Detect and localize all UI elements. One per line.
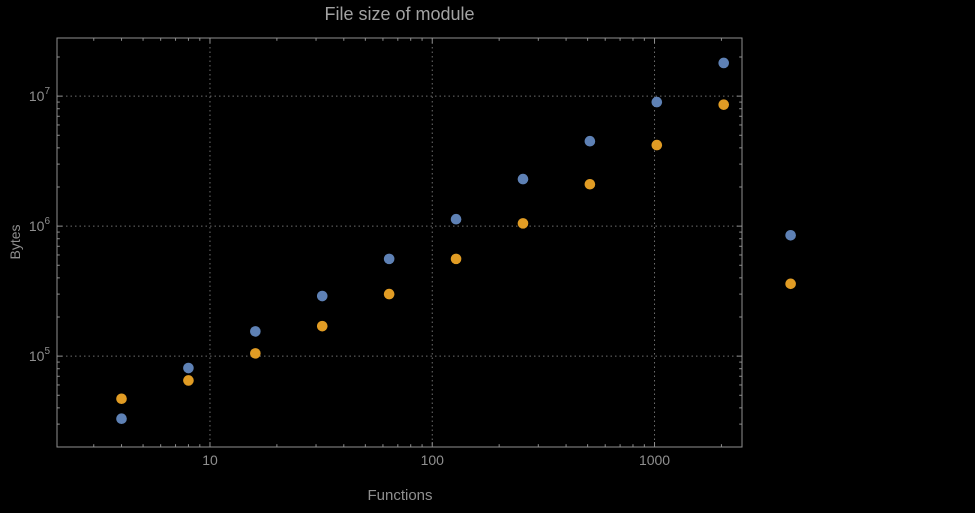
data-point-series-2-x128 — [450, 253, 462, 265]
data-point-series-2-x8 — [183, 375, 194, 386]
data-point-series-1-x32 — [316, 290, 328, 302]
y-tick-label: 105 — [29, 346, 51, 364]
y-axis-label: Bytes — [7, 224, 23, 260]
x-tick-label: 1000 — [639, 452, 670, 468]
data-point-series-2-x1024 — [651, 139, 663, 151]
data-point-series-1-x8 — [183, 362, 194, 374]
data-point-series-2-x4096 — [785, 278, 796, 290]
data-point-series-1-x2048 — [718, 57, 730, 69]
data-point-series-2-x64 — [383, 288, 395, 300]
data-point-series-1-x16 — [250, 326, 261, 337]
data-point-series-2-x4 — [116, 393, 127, 405]
x-axis-label: Functions — [367, 487, 433, 504]
data-point-series-2-x2048 — [718, 99, 730, 110]
data-point-series-1-x4 — [116, 413, 127, 425]
y-tick-label: 107 — [29, 86, 51, 104]
data-point-series-2-x16 — [250, 348, 261, 359]
x-tick-label: 100 — [421, 452, 445, 468]
data-point-series-1-x64 — [383, 253, 395, 265]
data-point-series-2-x32 — [316, 320, 328, 332]
x-tick-label: 10 — [202, 452, 218, 468]
data-point-series-2-x512 — [584, 178, 596, 190]
chart-title: File size of module — [324, 4, 475, 24]
data-point-series-1-x4096 — [785, 230, 796, 241]
y-tick-label: 106 — [29, 216, 51, 234]
data-point-series-1-x128 — [450, 213, 462, 225]
data-point-series-1-x1024 — [651, 96, 663, 108]
data-point-series-2-x256 — [517, 218, 529, 229]
data-point-series-1-x256 — [517, 173, 529, 185]
plot-frame — [56, 37, 743, 448]
data-point-series-1-x512 — [584, 135, 596, 147]
